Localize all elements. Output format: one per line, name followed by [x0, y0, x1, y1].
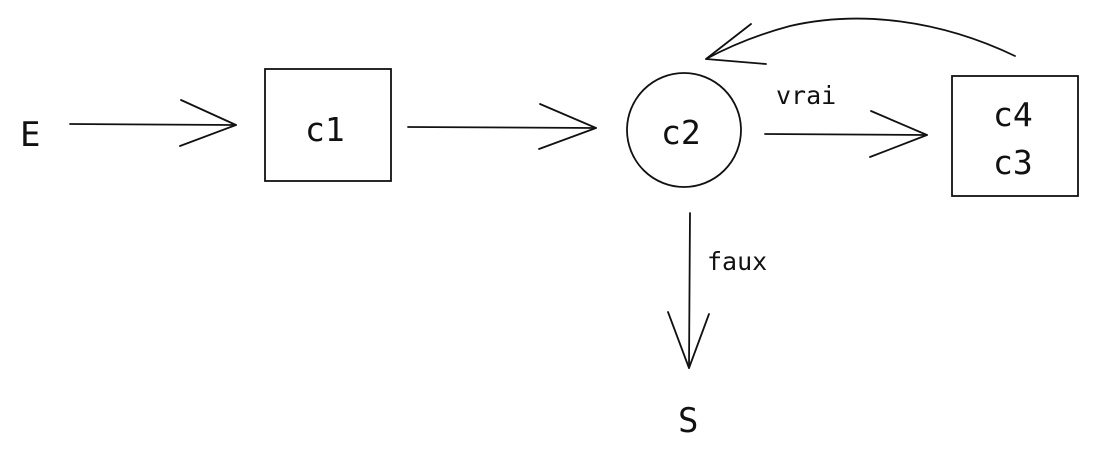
- node-loop-body: c4 c3: [951, 75, 1079, 197]
- node-c1-box: [264, 68, 392, 182]
- edge-label-vrai: vrai: [776, 81, 836, 110]
- node-c2: c2: [626, 72, 742, 188]
- arrow-c1-to-c2: [407, 103, 597, 150]
- arrow-entry-to-c1: [69, 99, 237, 147]
- node-c2-circle: [626, 72, 742, 188]
- edge-label-faux: faux: [707, 247, 767, 276]
- arrow-c2-to-box-true: [764, 110, 928, 158]
- node-loop-body-box: [951, 75, 1079, 197]
- node-c1-label: c1: [305, 110, 345, 149]
- arrow-c2-to-exit-false: [667, 212, 710, 369]
- arrow-loop-back-to-c2: [705, 17, 1016, 65]
- node-c2-label: c2: [661, 113, 701, 152]
- exit-label: S: [678, 401, 698, 441]
- node-loop-body-line1: c4: [993, 95, 1033, 134]
- node-c1: c1: [264, 68, 392, 182]
- entry-label: E: [20, 115, 40, 155]
- node-loop-body-line2: c3: [993, 143, 1033, 182]
